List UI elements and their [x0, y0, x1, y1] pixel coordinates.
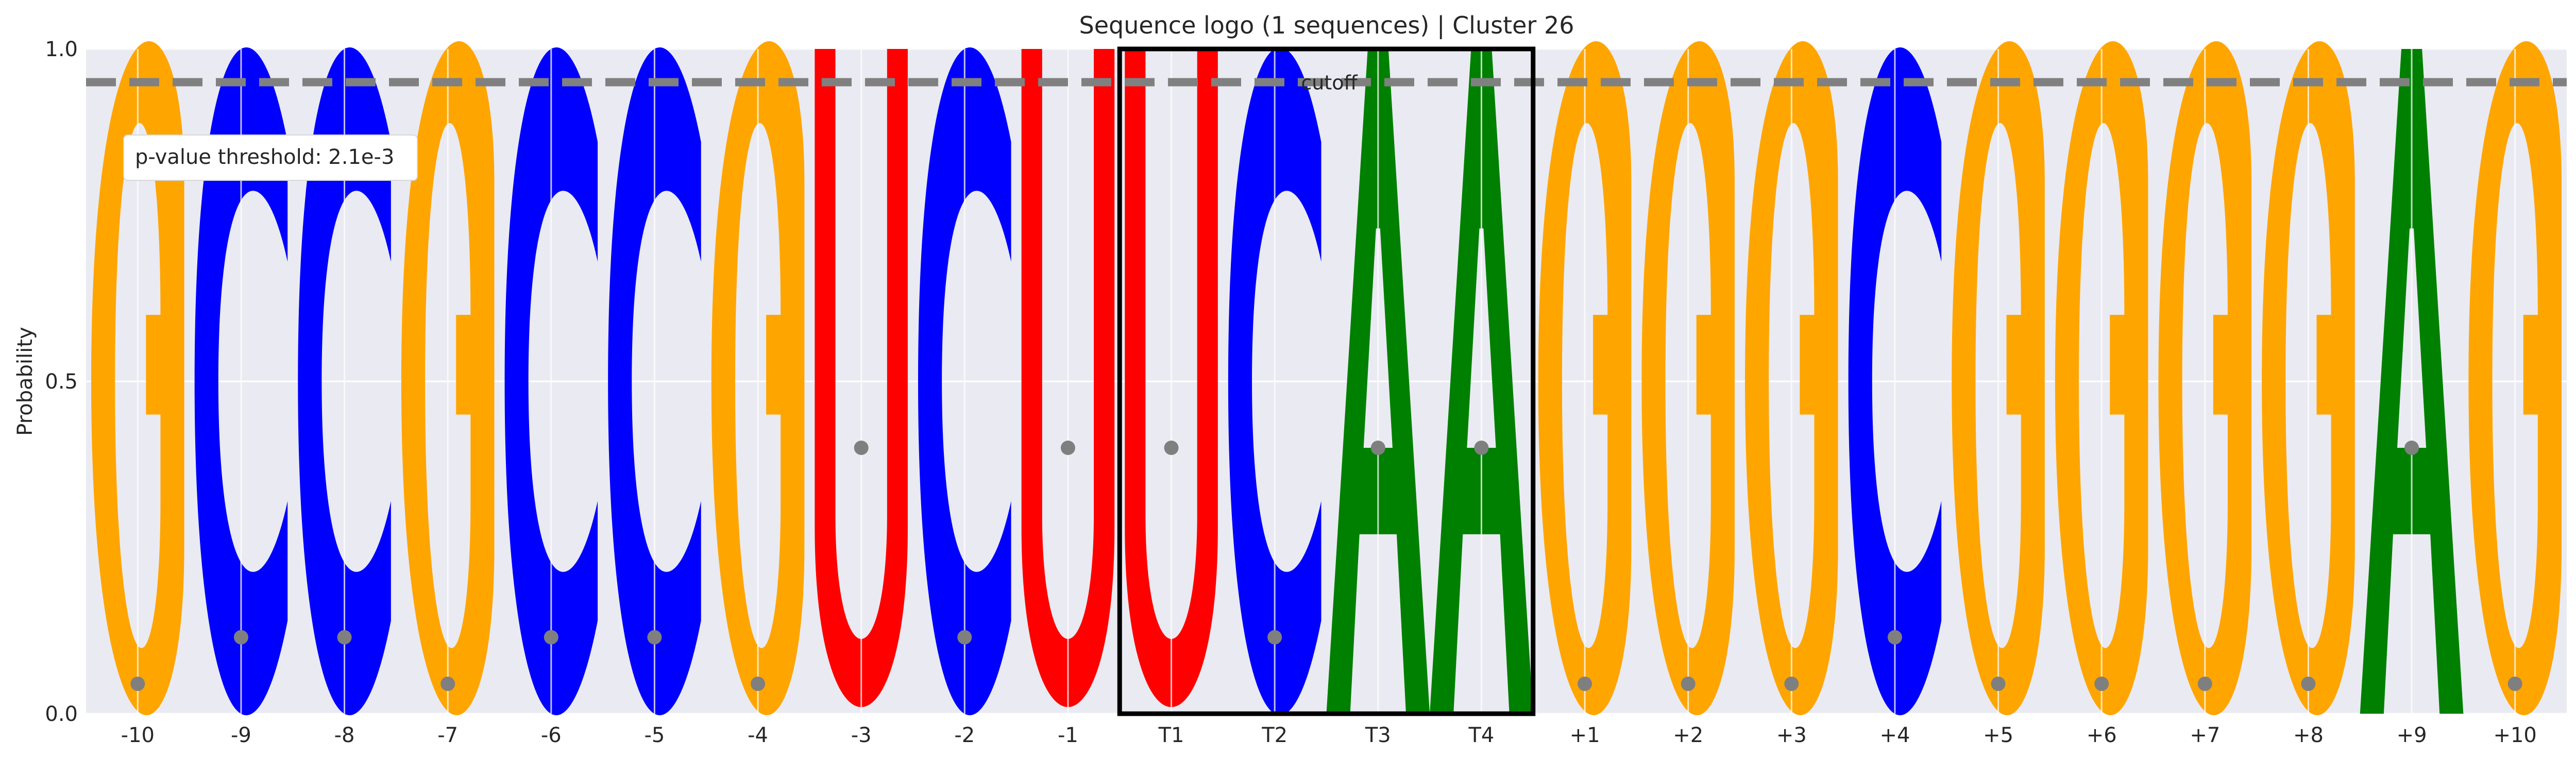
y-axis: 0.0 0.5 1.0: [45, 38, 78, 726]
x-tick-label: +2: [1673, 724, 1703, 747]
x-tick-label: +8: [2293, 724, 2324, 747]
letter-markers: [130, 441, 2522, 691]
x-tick-label: -2: [954, 724, 975, 747]
letter-G-pos-+8: [2262, 41, 2355, 715]
chart-title: Sequence logo (1 sequences) | Cluster 26: [1079, 11, 1574, 40]
marker-dot-pos-+3: [1784, 676, 1799, 691]
letter-C-pos-+4: [1848, 47, 1942, 715]
letter-A-pos-T3: [1326, 49, 1430, 714]
y-tick-label: 1.0: [45, 38, 78, 61]
letter-U-pos--1: [1021, 49, 1115, 708]
threshold-annotation-text: p-value threshold: 2.1e-3: [135, 145, 394, 169]
letter-G-pos-+2: [1641, 41, 1735, 715]
marker-dot-pos-+9: [2404, 441, 2419, 455]
letter-C-pos--8: [298, 47, 391, 715]
letter-A-pos-T4: [1430, 49, 1533, 714]
x-tick-label: T2: [1261, 724, 1287, 747]
x-tick-label: T3: [1365, 724, 1391, 747]
x-tick-label: +1: [1570, 724, 1600, 747]
x-tick-label: T4: [1468, 724, 1494, 747]
x-tick-label: -6: [541, 724, 562, 747]
marker-dot-pos-+2: [1681, 676, 1696, 691]
marker-dot-pos-+5: [1991, 676, 2006, 691]
reference-line-label: cutoff: [1301, 72, 1358, 94]
x-tick-label: -5: [644, 724, 665, 747]
marker-dot-pos-+1: [1578, 676, 1592, 691]
marker-dot-pos-+7: [2197, 676, 2212, 691]
marker-dot-pos--7: [440, 676, 455, 691]
x-tick-label: -1: [1058, 724, 1078, 747]
x-tick-label: -10: [121, 724, 155, 747]
x-tick-label: +5: [1983, 724, 2013, 747]
letter-G-pos-+3: [1745, 41, 1838, 715]
x-tick-label: +6: [2087, 724, 2117, 747]
marker-dot-pos--9: [233, 630, 248, 645]
letter-G-pos-+5: [1952, 41, 2045, 715]
threshold-annotation: p-value threshold: 2.1e-3: [123, 134, 418, 181]
x-tick-label: -7: [437, 724, 458, 747]
letter-G-pos-+10: [2468, 41, 2562, 715]
x-axis: -10 -9 -8 -7 -6 -5 -4 -3 -2 -1 T1 T2 T3 T4 +1 +2 +3 +4 +5 +…: [121, 724, 2537, 747]
letter-C-pos--5: [608, 47, 701, 715]
x-tick-label: -8: [334, 724, 355, 747]
marker-dot-pos--1: [1060, 441, 1075, 455]
marker-dot-pos-+8: [2301, 676, 2316, 691]
marker-dot-pos--6: [544, 630, 558, 645]
x-tick-label: -3: [851, 724, 872, 747]
y-axis-label: Probability: [13, 327, 37, 435]
letter-U-pos--3: [815, 49, 908, 708]
marker-dot-pos-T2: [1267, 630, 1282, 645]
marker-dot-pos-+6: [2094, 676, 2109, 691]
x-tick-label: +7: [2190, 724, 2220, 747]
letter-C-pos-T2: [1228, 47, 1321, 715]
threshold-annotation-box: [123, 134, 418, 181]
y-tick-label: 0.5: [45, 370, 78, 394]
x-tick-label: -9: [231, 724, 251, 747]
letter-G-pos--10: [91, 41, 184, 715]
marker-dot-pos-+4: [1887, 630, 1902, 645]
target-highlight-box: [1117, 46, 1536, 716]
marker-dot-pos-T3: [1370, 441, 1385, 455]
marker-dot-pos--3: [854, 441, 869, 455]
letter-G-pos-+7: [2158, 41, 2252, 715]
letter-G-pos--4: [711, 41, 805, 715]
marker-dot-pos--2: [957, 630, 972, 645]
letter-C-pos--2: [918, 47, 1011, 715]
letter-G-pos-+1: [1538, 41, 1632, 715]
marker-dot-pos-T4: [1474, 441, 1489, 455]
marker-dot-pos--5: [647, 630, 662, 645]
x-tick-label: +3: [1776, 724, 1807, 747]
letter-C-pos--6: [504, 47, 598, 715]
letter-C-pos--9: [194, 47, 288, 715]
position-gridlines: [137, 49, 2516, 714]
letter-G-pos--7: [401, 41, 495, 715]
letter-G-pos-+6: [2055, 41, 2148, 715]
letter-U-pos-T1: [1125, 49, 1218, 708]
y-tick-label: 0.0: [45, 702, 78, 726]
marker-dot-pos--4: [751, 676, 766, 691]
logo-letters: [91, 41, 2562, 715]
x-tick-label: +4: [1879, 724, 1910, 747]
x-tick-label: +10: [2493, 724, 2536, 747]
marker-dot-pos--10: [130, 676, 145, 691]
x-tick-label: -4: [748, 724, 768, 747]
marker-dot-pos--8: [337, 630, 352, 645]
letter-A-pos-+9: [2360, 49, 2464, 714]
x-tick-label: +9: [2397, 724, 2427, 747]
marker-dot-pos-T1: [1164, 441, 1179, 455]
x-tick-label: T1: [1158, 724, 1184, 747]
marker-dot-pos-+10: [2507, 676, 2522, 691]
